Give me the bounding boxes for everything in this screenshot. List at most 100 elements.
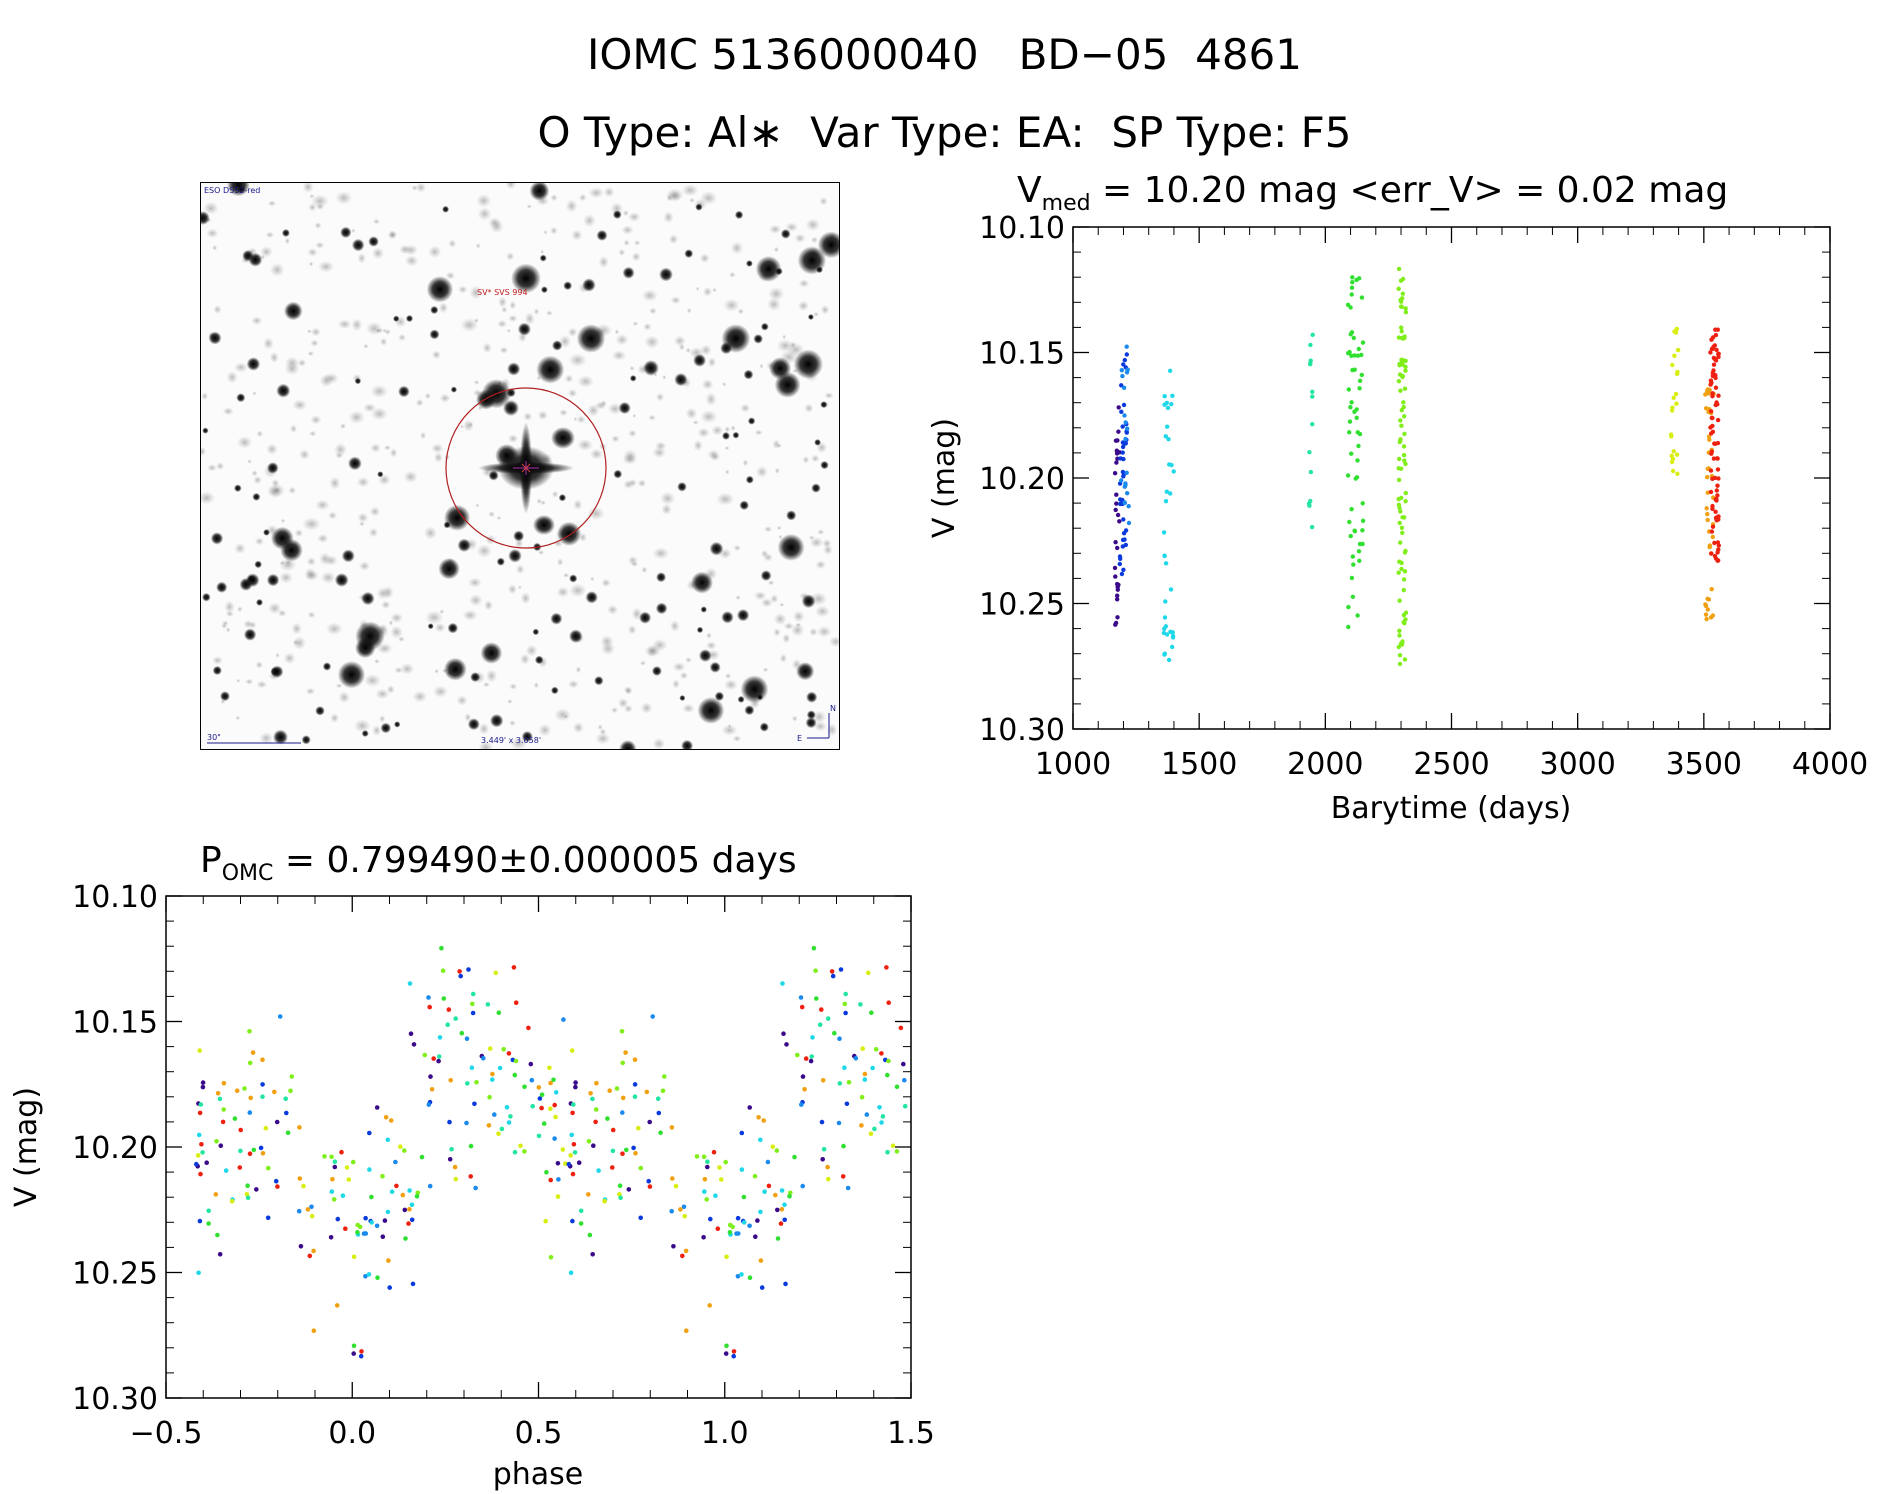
field-star: [722, 431, 730, 440]
data-point: [355, 1222, 361, 1228]
field-star: [655, 602, 668, 615]
field-star: [618, 401, 631, 415]
data-point: [409, 1202, 415, 1208]
data-point: [1670, 362, 1675, 368]
data-point: [1346, 387, 1352, 392]
data-point: [1397, 520, 1402, 526]
field-star: [438, 558, 460, 580]
data-point: [1401, 577, 1407, 582]
phased-ticks: −0.5 0.0 0.5 1.0 1.5 10.10 10.15 10.20 10.25 10.3…: [72, 880, 935, 1451]
data-point: [1670, 405, 1675, 410]
data-point: [837, 1081, 843, 1086]
field-star: [651, 666, 662, 676]
data-point: [756, 1115, 761, 1120]
field-star: [700, 606, 707, 613]
data-point: [1401, 444, 1407, 449]
data-point: [759, 1285, 765, 1290]
data-point: [536, 1085, 542, 1090]
data-point: [1705, 475, 1710, 480]
data-point: [547, 1065, 552, 1071]
data-point: [626, 1187, 632, 1192]
data-point: [263, 1125, 269, 1131]
field-star: [201, 211, 210, 225]
field-star: [793, 349, 823, 379]
data-point: [496, 1010, 502, 1015]
data-point: [821, 1146, 827, 1152]
field-star: [612, 210, 622, 219]
data-point: [543, 1218, 548, 1224]
data-point: [1705, 607, 1711, 612]
data-point: [1119, 368, 1125, 373]
data-point: [1349, 292, 1354, 297]
data-point: [845, 1185, 851, 1191]
data-point: [387, 1285, 393, 1290]
data-point: [307, 1253, 313, 1259]
data-point: [457, 969, 462, 974]
data-point: [620, 1060, 625, 1066]
data-point: [247, 1029, 252, 1034]
data-point: [814, 996, 819, 1001]
data-point: [770, 1144, 776, 1149]
data-point: [817, 1022, 823, 1027]
data-point: [253, 1187, 259, 1192]
data-point: [1396, 502, 1402, 507]
data-point: [1113, 540, 1118, 545]
data-point: [1401, 587, 1407, 593]
data-point: [1115, 597, 1120, 602]
data-point: [761, 1118, 766, 1123]
data-point: [452, 1164, 458, 1170]
data-point: [755, 1218, 760, 1223]
data-point: [1716, 558, 1721, 563]
data-point: [260, 1094, 265, 1099]
field-star: [693, 353, 707, 367]
data-point: [869, 1010, 874, 1015]
data-point: [1713, 402, 1718, 408]
data-point: [820, 1157, 825, 1162]
data-point: [403, 1236, 408, 1241]
data-point: [1397, 653, 1403, 658]
field-star: [521, 731, 533, 743]
data-point: [1397, 598, 1402, 603]
data-point: [859, 1123, 864, 1128]
field-star: [450, 386, 457, 393]
data-point: [1703, 406, 1709, 411]
data-point: [1396, 286, 1401, 291]
data-point: [1356, 443, 1361, 449]
data-point: [795, 1052, 800, 1058]
data-point: [275, 1184, 280, 1189]
data-point: [808, 1058, 814, 1064]
field-star: [709, 661, 721, 673]
data-point: [803, 1056, 809, 1061]
field-star: [806, 691, 818, 703]
data-point: [1347, 430, 1352, 435]
data-point: [551, 1077, 556, 1083]
sky-image: ESO DSS2-red SV* SVS 994 30" 3.449' x 3.…: [201, 183, 839, 749]
x-tick-label: 2500: [1413, 747, 1489, 782]
data-point: [683, 1248, 689, 1254]
data-point: [620, 1110, 625, 1115]
y-tick-label: 10.30: [72, 1382, 158, 1417]
data-point: [350, 1159, 356, 1165]
data-point: [426, 995, 431, 1000]
survey-label: ESO DSS2-red: [204, 186, 260, 195]
data-point: [334, 1303, 340, 1308]
data-point: [1403, 310, 1409, 315]
data-point: [221, 1107, 226, 1112]
data-point: [747, 1275, 753, 1280]
data-point: [221, 1080, 227, 1086]
data-point: [218, 1143, 224, 1148]
field-star: [252, 492, 261, 501]
data-point: [490, 1071, 495, 1077]
data-point: [260, 1151, 266, 1156]
data-point: [1114, 501, 1119, 506]
data-point: [810, 1035, 815, 1040]
data-point: [214, 1139, 219, 1144]
field-star: [202, 427, 209, 434]
data-point: [884, 965, 889, 970]
data-point: [305, 1207, 311, 1212]
data-point: [747, 1223, 752, 1229]
data-point: [229, 1198, 235, 1204]
field-star: [755, 256, 782, 282]
x-tick-label: −0.5: [130, 1416, 203, 1451]
data-point: [1310, 389, 1315, 394]
